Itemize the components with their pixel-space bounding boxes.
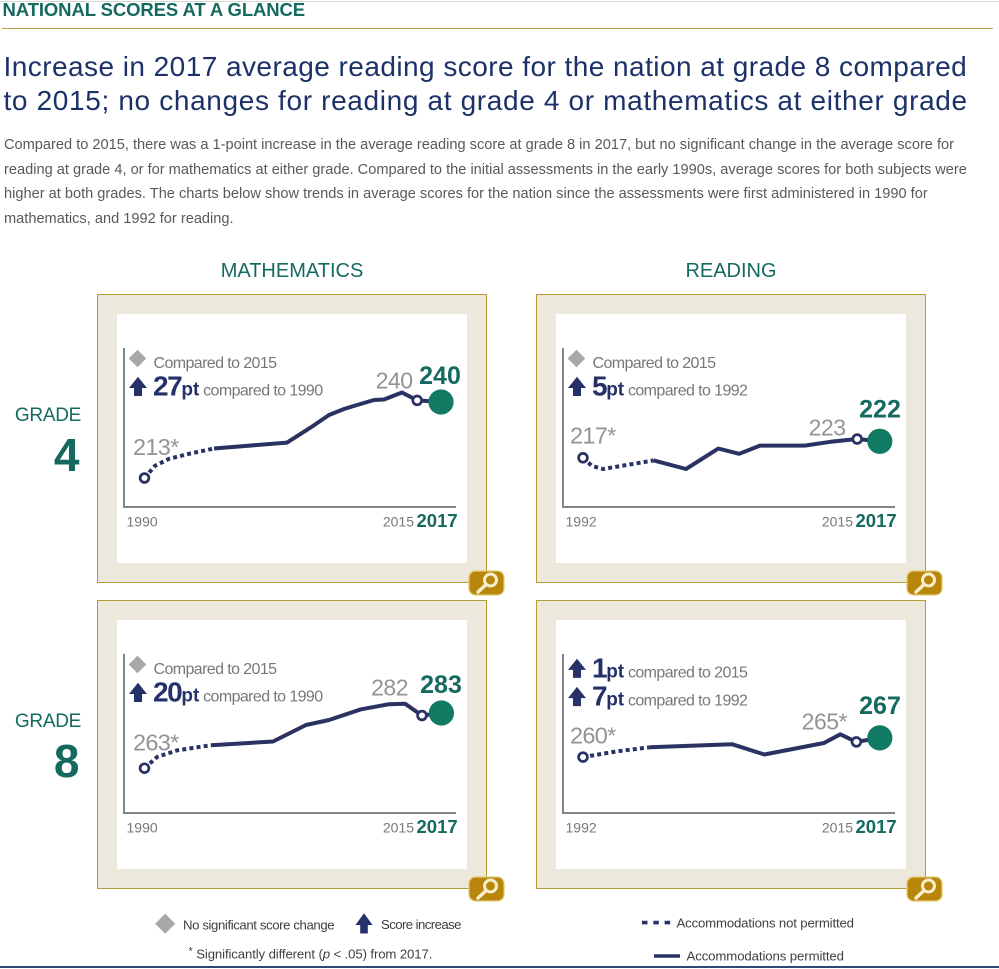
- svg-text:* Significantly different (p <: * Significantly different (p < .05) from…: [189, 946, 433, 962]
- svg-text:240: 240: [419, 362, 461, 390]
- svg-text:Score increase: Score increase: [381, 917, 461, 932]
- svg-text:240: 240: [376, 368, 413, 394]
- svg-text:213*: 213*: [133, 434, 179, 460]
- svg-text:1990: 1990: [127, 514, 158, 530]
- svg-text:263*: 263*: [133, 730, 179, 756]
- svg-text:223: 223: [809, 415, 846, 441]
- svg-text:2017: 2017: [417, 510, 458, 531]
- svg-text:No significant score change: No significant score change: [183, 918, 334, 933]
- svg-text:1pt compared to 2015: 1pt compared to 2015: [592, 652, 748, 683]
- svg-text:2015: 2015: [383, 820, 414, 836]
- svg-text:217*: 217*: [570, 423, 616, 449]
- svg-text:7pt compared to 1992: 7pt compared to 1992: [592, 681, 748, 712]
- svg-text:1992: 1992: [566, 820, 597, 836]
- svg-text:Compared to 2015: Compared to 2015: [593, 355, 717, 372]
- svg-text:283: 283: [420, 671, 462, 699]
- svg-text:282: 282: [371, 675, 408, 701]
- svg-text:2017: 2017: [856, 510, 897, 531]
- svg-text:2017: 2017: [856, 816, 897, 837]
- svg-text:20pt compared to 1990: 20pt compared to 1990: [153, 677, 323, 708]
- svg-text:1990: 1990: [127, 820, 158, 836]
- svg-text:260*: 260*: [570, 723, 616, 749]
- svg-text:27pt compared to 1990: 27pt compared to 1990: [153, 371, 323, 402]
- svg-text:Compared to 2015: Compared to 2015: [154, 355, 278, 372]
- svg-text:5pt compared to 1992: 5pt compared to 1992: [592, 371, 748, 402]
- svg-text:222: 222: [859, 396, 901, 424]
- svg-text:2017: 2017: [417, 816, 458, 837]
- svg-text:265*: 265*: [802, 709, 848, 735]
- svg-text:1992: 1992: [566, 514, 597, 530]
- svg-text:2015: 2015: [822, 514, 853, 530]
- svg-text:2015: 2015: [822, 820, 853, 836]
- svg-text:267: 267: [859, 692, 901, 720]
- svg-text:2015: 2015: [383, 514, 414, 530]
- svg-text:Compared to 2015: Compared to 2015: [154, 661, 278, 678]
- svg-text:Accommodations not permitted: Accommodations not permitted: [677, 916, 854, 931]
- svg-text:Accommodations permitted: Accommodations permitted: [687, 949, 844, 964]
